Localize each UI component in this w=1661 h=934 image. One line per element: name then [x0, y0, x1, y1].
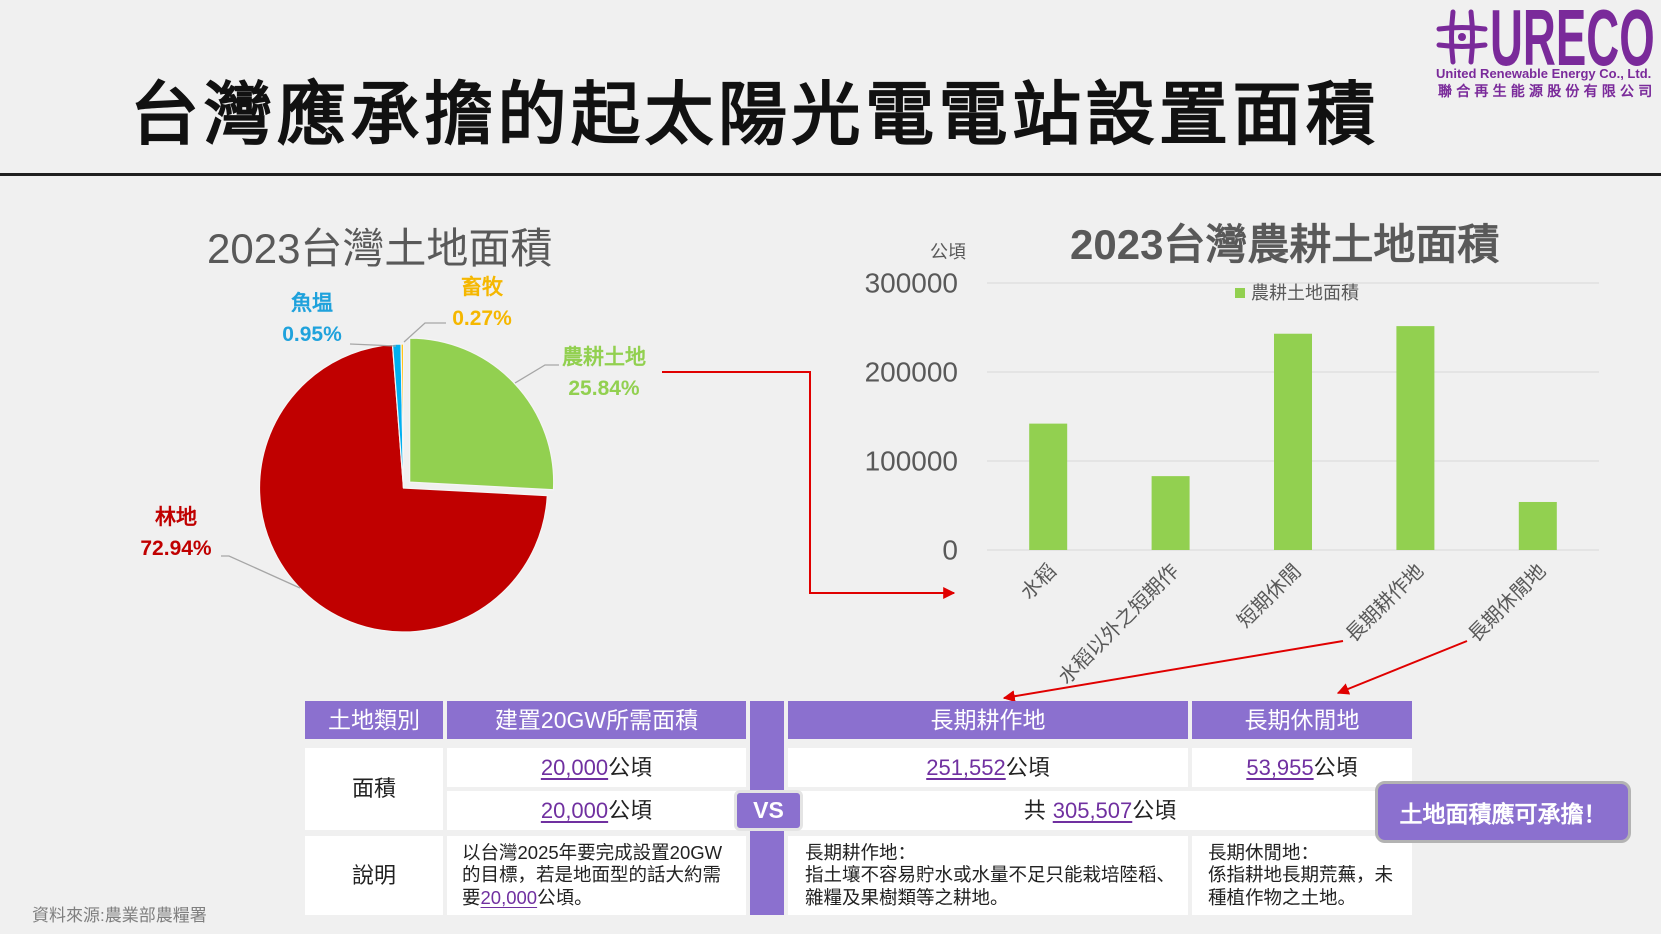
red-arrows: [662, 371, 1468, 703]
leader-line-fish-farm: [349, 343, 397, 347]
bar-2: [1151, 476, 1190, 550]
legend-label: 農耕土地面積: [1251, 283, 1359, 303]
pie-label-fish-farm: 魚塭 0.95%: [282, 288, 342, 350]
x-category-label: 水稻以外之短期作: [1054, 560, 1183, 689]
fallow-area-cell: 53,955公頃: [1192, 748, 1412, 787]
bar-chart-legend: 農耕土地面積: [1235, 282, 1359, 304]
bar-4: [1396, 326, 1435, 550]
x-category-label: 長期耕作地: [1341, 560, 1428, 647]
hash-cross-logo-icon: [1436, 9, 1488, 65]
data-source-note: 資料來源:農業部農糧署: [32, 906, 207, 925]
header-land-category: 土地類別: [305, 701, 443, 739]
row-label-description: 說明: [305, 836, 443, 915]
bar-1: [1029, 423, 1068, 550]
pie-leader-lines: [221, 322, 559, 589]
y-tick-label: 200000: [865, 357, 958, 388]
header-long-term-cultivated: 長期耕作地: [788, 701, 1188, 739]
pie-label-name: 畜牧: [460, 276, 503, 299]
y-tick-label: 100000: [865, 446, 958, 477]
company-logo-wordmark: URECO: [1490, 0, 1655, 82]
cultivated-description-cell: 長期耕作地： 指土壤不容易貯水或水量不足只能栽培陸稻、雜糧及果樹類等之耕地。: [788, 836, 1188, 915]
total-prefix: 共: [1023, 797, 1046, 823]
fallow-description-title: 長期休閒地：: [1208, 841, 1320, 863]
required-area-unit: 公頃: [608, 754, 653, 780]
row-label-area: 面積: [305, 748, 443, 830]
pie-label-value: 0.27%: [452, 307, 512, 330]
pie-label-farmland: 農耕土地 25.84%: [562, 342, 646, 404]
pie-label-name: 魚塭: [290, 292, 333, 315]
cultivated-area-cell: 251,552公頃: [788, 748, 1188, 787]
x-category-label: 水稻: [1016, 560, 1061, 605]
total-area-cell: 共 305,507公頃: [788, 791, 1412, 830]
fallow-area-unit: 公頃: [1313, 754, 1358, 780]
required-area-value[interactable]: 20,000: [540, 754, 609, 780]
vs-badge: VS: [734, 790, 803, 831]
leader-line-farmland: [514, 364, 559, 384]
pie-chart: [258, 337, 555, 633]
arrow-cultivated-to-table: [1002, 640, 1344, 703]
legend-swatch: [1235, 288, 1245, 298]
slide-title: 台灣應承擔的起太陽光電電站設置面積: [130, 76, 1380, 153]
pie-label-name: 農耕土地: [562, 346, 646, 369]
bar-5: [1518, 501, 1557, 550]
required-area-cell-2: 20,000公頃: [447, 791, 746, 830]
title-divider: [0, 173, 1661, 176]
header-long-term-fallow: 長期休閒地: [1192, 701, 1412, 739]
arrow-fallow-to-table: [1336, 640, 1468, 695]
total-area-value[interactable]: 305,507: [1052, 797, 1133, 823]
x-category-label: 短期休閒: [1233, 560, 1306, 633]
pie-slice-3: [391, 343, 405, 489]
required-area-cell: 20,000公頃: [447, 748, 746, 787]
company-name-english: United Renewable Energy Co., Ltd.: [1436, 66, 1652, 81]
bar-3: [1274, 333, 1312, 550]
required-description: 以台灣2025年要完成設置20GW的目標，若是地面型的話大約需要20,000公頃…: [462, 842, 731, 910]
cultivated-description-text: 指土壤不容易貯水或水量不足只能栽培陸稻、雜糧及果樹類等之耕地。: [805, 864, 1176, 908]
fallow-description-text: 係指耕地長期荒蕪，未種植作物之土地。: [1208, 864, 1394, 908]
leader-line-forest: [221, 555, 301, 589]
fallow-area-value[interactable]: 53,955: [1246, 754, 1314, 780]
required-description-value[interactable]: 20,000: [480, 886, 538, 908]
total-area-unit: 公頃: [1132, 797, 1177, 823]
pie-label-value: 72.94%: [140, 537, 212, 560]
company-name-chinese: 聯合再生能源股份有限公司: [1438, 83, 1657, 99]
y-tick-label: 300000: [865, 268, 958, 299]
required-area-value[interactable]: 20,000: [540, 797, 609, 823]
cultivated-area-value[interactable]: 251,552: [926, 754, 1006, 780]
pie-label-value: 0.95%: [282, 323, 342, 346]
cultivated-description: 長期耕作地： 指土壤不容易貯水或水量不足只能栽培陸稻、雜糧及果樹類等之耕地。: [805, 842, 1178, 910]
y-tick-label: 0: [942, 535, 958, 566]
pie-slice-4: [400, 343, 405, 489]
cultivated-description-title: 長期耕作地：: [805, 841, 917, 863]
y-axis-unit: 公頃: [930, 242, 966, 262]
conclusion-callout: 土地面積應可承擔！: [1375, 781, 1631, 843]
pie-slice-1: [409, 337, 555, 491]
fallow-description: 長期休閒地： 係指耕地長期荒蕪，未種植作物之土地。: [1208, 842, 1404, 910]
pie-label-forest: 林地 72.94%: [140, 502, 211, 564]
pie-label-livestock: 畜牧 0.27%: [452, 272, 512, 334]
required-description-suffix: 公頃。: [537, 886, 593, 908]
fallow-description-cell: 長期休閒地： 係指耕地長期荒蕪，未種植作物之土地。: [1192, 836, 1412, 915]
pie-label-value: 25.84%: [568, 377, 640, 400]
required-description-cell: 以台灣2025年要完成設置20GW的目標，若是地面型的話大約需要20,000公頃…: [447, 836, 746, 915]
pie-slice-2: [258, 343, 548, 633]
required-description-text: 以台灣2025年要完成設置20GW的目標，若是地面型的話大約需要: [462, 841, 723, 908]
leader-line-livestock: [403, 322, 446, 343]
cultivated-area-unit: 公頃: [1005, 754, 1050, 780]
arrow-pie-to-bar: [662, 371, 956, 599]
pie-label-name: 林地: [154, 506, 197, 529]
x-category-label: 長期休閒地: [1464, 560, 1551, 647]
header-required-area: 建置20GW所需面積: [447, 701, 746, 739]
bar-chart-title: 2023台灣農耕土地面積: [1070, 221, 1500, 268]
required-area-unit: 公頃: [608, 797, 653, 823]
pie-chart-title: 2023台灣土地面積: [207, 225, 553, 272]
